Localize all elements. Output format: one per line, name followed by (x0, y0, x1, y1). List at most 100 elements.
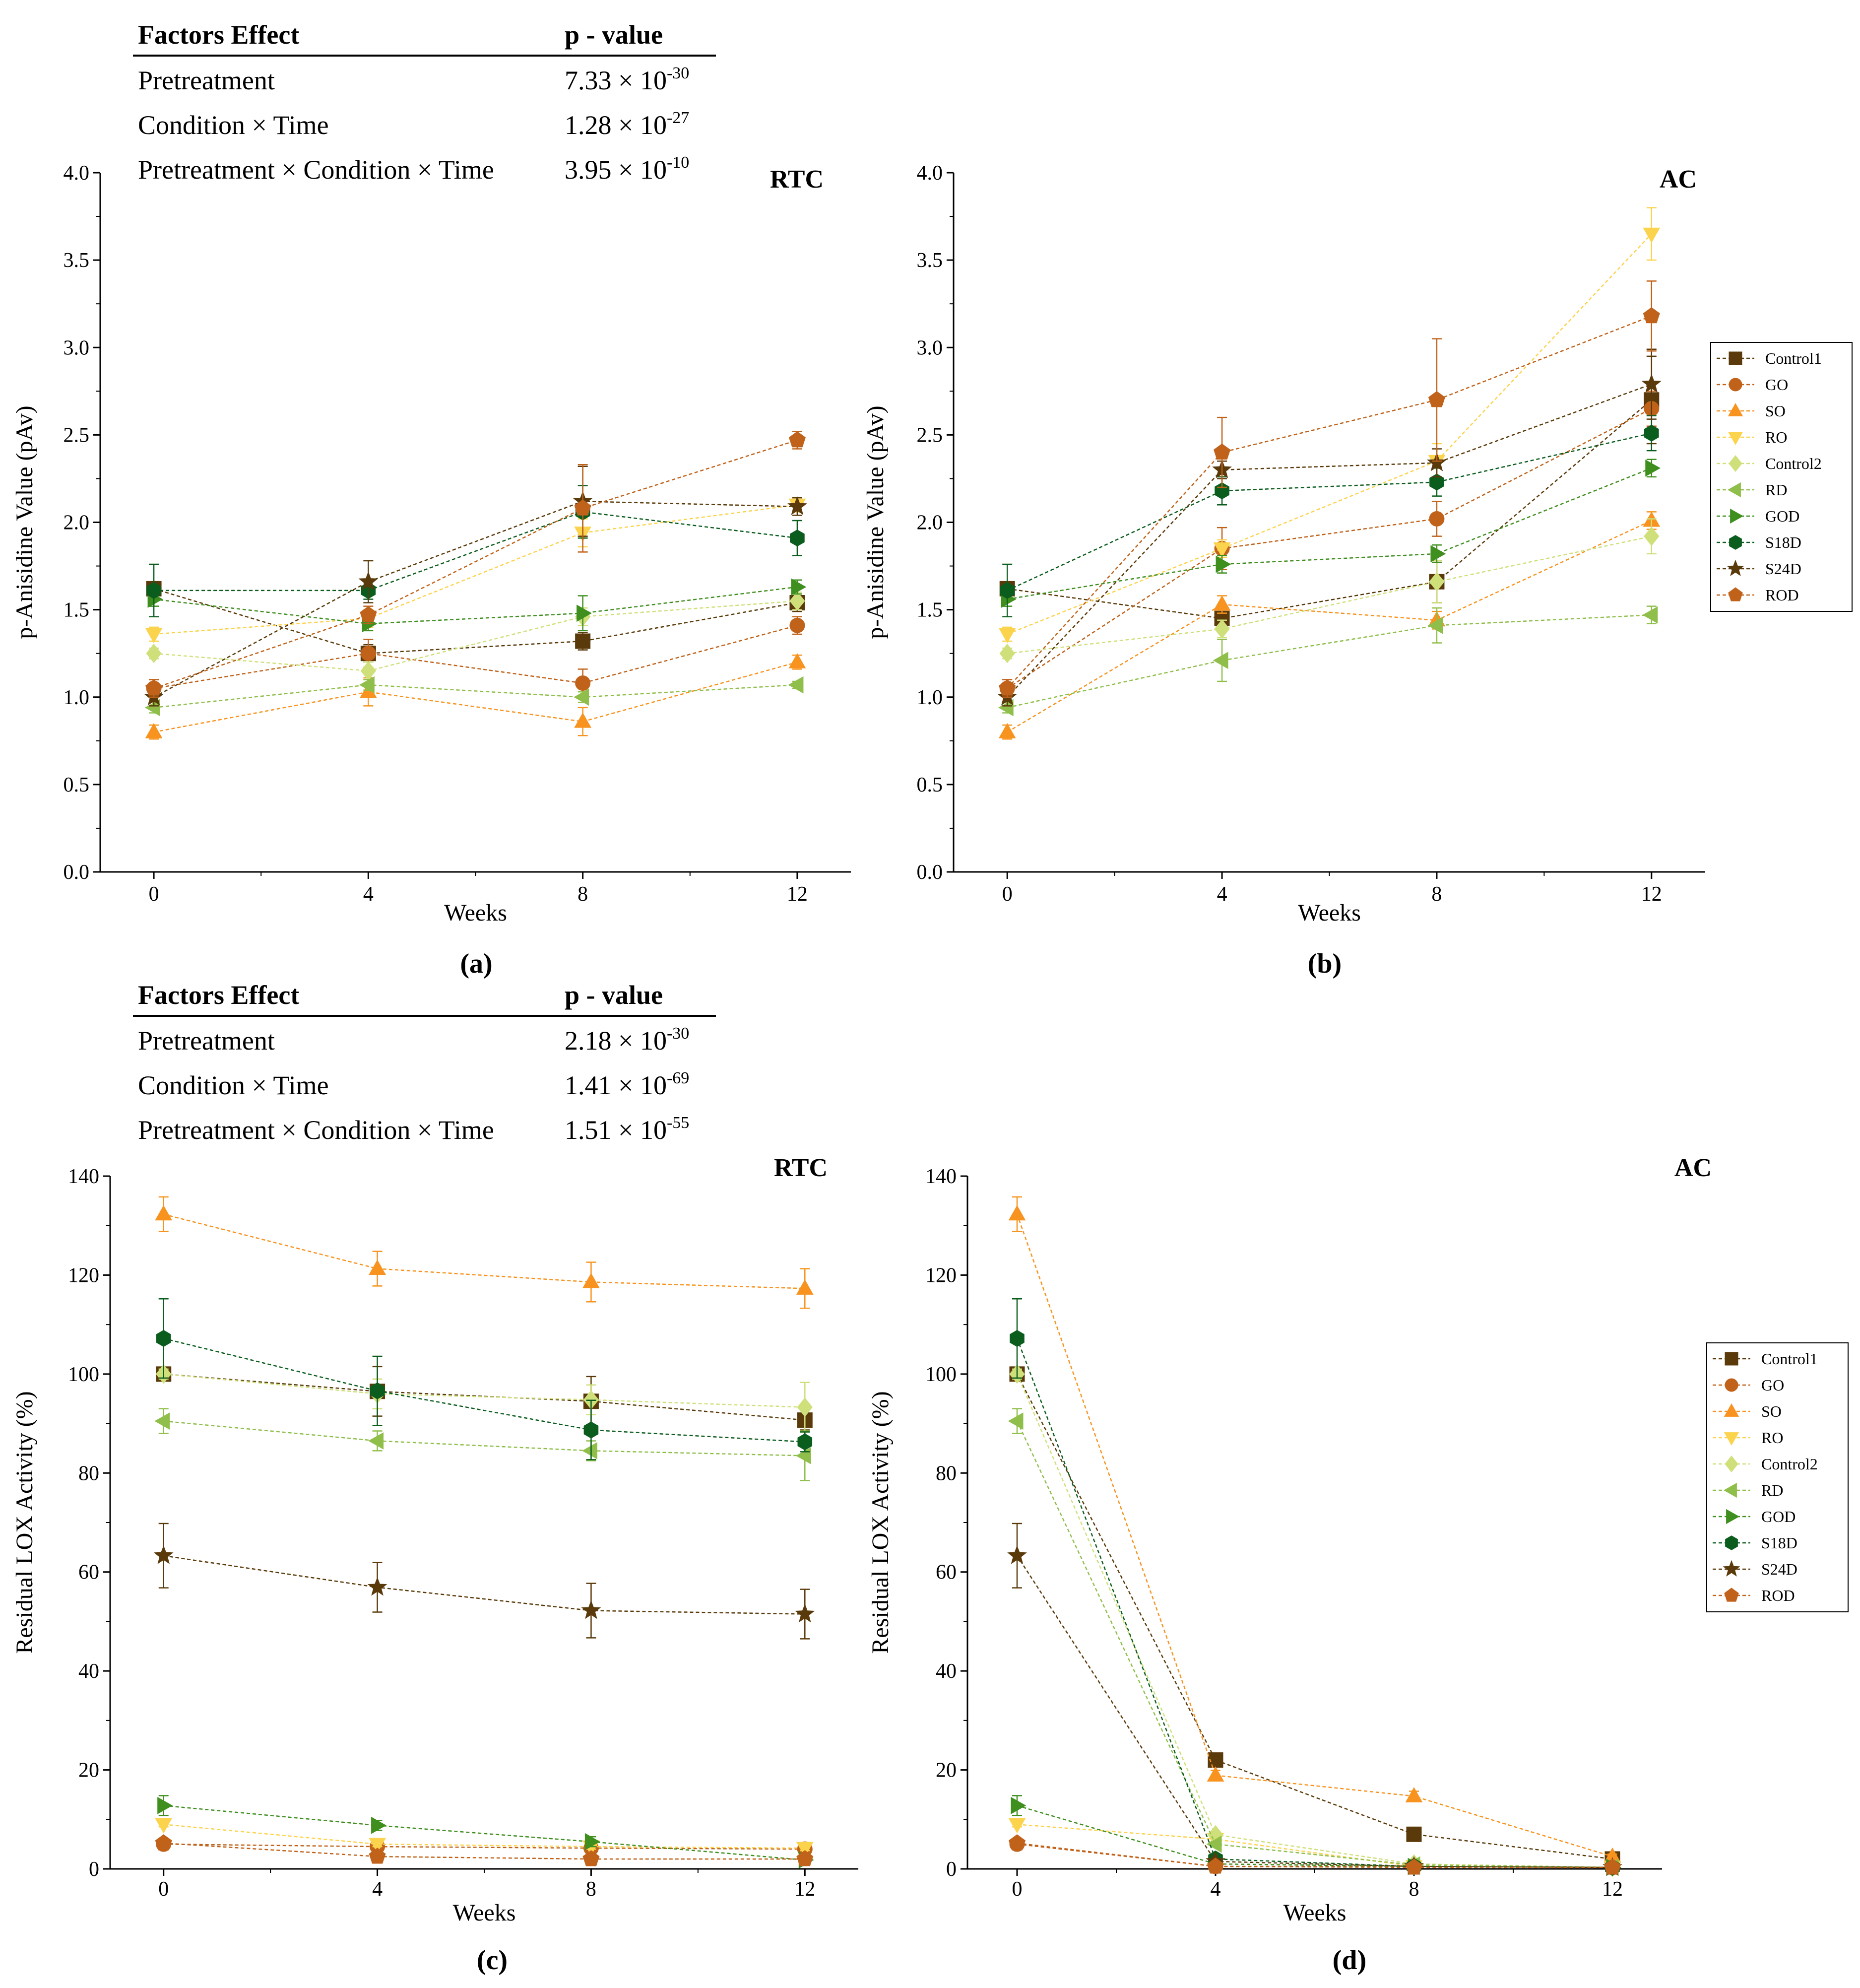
x-axis-title: Weeks (1283, 1900, 1347, 1926)
data-point (796, 1842, 814, 1857)
data-point (1429, 572, 1445, 592)
series-line (1007, 408, 1652, 689)
stat-pvalue: 1.28 × 10-27 (565, 109, 689, 140)
legend-marker (1724, 1403, 1739, 1417)
legend-item: GOD (1717, 507, 1799, 525)
data-point (1011, 1797, 1026, 1814)
series-line (1016, 1214, 1613, 1857)
series-rod (145, 431, 806, 698)
y-tick-label: 80 (78, 1462, 99, 1485)
data-point (796, 1850, 814, 1866)
series-line (153, 439, 798, 689)
legend-label: S18D (1765, 533, 1801, 551)
y-tick-label: 0 (946, 1858, 957, 1881)
x-tick-label: 8 (1409, 1878, 1419, 1901)
data-point (1010, 1329, 1025, 1347)
y-tick-label: 120 (925, 1264, 957, 1287)
y-tick-label: 4.0 (917, 162, 943, 185)
x-tick-label: 0 (158, 1878, 169, 1901)
pvalue-mantissa: 3.95 × (565, 155, 640, 185)
data-point (146, 644, 162, 663)
legend-marker (1725, 1378, 1738, 1392)
data-point (367, 1577, 387, 1596)
data-point (1405, 1787, 1423, 1802)
legend-label: GOD (1765, 507, 1799, 525)
y-tick-label: 60 (78, 1561, 99, 1584)
legend-item: ROD (1717, 586, 1799, 604)
series-line (1007, 384, 1652, 698)
series-line (163, 1805, 805, 1861)
y-tick-label: 20 (936, 1759, 957, 1782)
y-tick-label: 1.5 (917, 599, 943, 622)
x-tick-label: 0 (149, 883, 159, 906)
x-tick-label: 4 (1217, 883, 1227, 906)
panel-caption: (d) (1333, 1945, 1366, 1976)
legend-marker (1725, 1535, 1738, 1550)
y-tick-label: 60 (936, 1561, 957, 1584)
data-point (788, 431, 806, 448)
data-point (145, 679, 163, 696)
series-line (163, 1373, 805, 1421)
data-point (371, 1816, 386, 1834)
series-so (1008, 1196, 1621, 1863)
series-ro (998, 207, 1661, 644)
series-ro (145, 497, 806, 644)
chart-panel-b: 0.0 0.5 1.0 1.5 2.0 2.5 3.0 3.5 4.0 0 4 8 12 Weeks p-A… (862, 162, 1853, 979)
series-line (1017, 1805, 1613, 1868)
y-tick-label: 40 (936, 1660, 957, 1683)
x-axis-title: Weeks (1298, 900, 1361, 926)
data-point (791, 578, 807, 596)
legend-item: S18D (1717, 533, 1801, 551)
series-line (153, 625, 798, 689)
panel-condition-label: AC (1660, 165, 1697, 194)
stat-pvalue: 2.18 × 10-30 (565, 1024, 689, 1056)
data-point (1008, 1412, 1024, 1430)
legend-label: ROD (1761, 1587, 1795, 1604)
series-line (154, 511, 798, 592)
x-tick-label: 8 (577, 883, 588, 906)
data-point (1214, 619, 1230, 639)
data-point (1427, 452, 1447, 471)
data-point (1009, 1834, 1026, 1851)
legend: Control1 GO SO RO Control2 RD GOD S18D S24D ROD (1710, 342, 1853, 612)
legend-item: S24D (1717, 559, 1801, 578)
data-point (368, 1432, 384, 1450)
series-line (163, 1373, 805, 1408)
series-rod (999, 280, 1660, 698)
data-point (1643, 307, 1660, 324)
legend-marker (1724, 1432, 1739, 1446)
data-point (581, 1600, 601, 1619)
data-point (787, 496, 807, 515)
series-s24d (153, 1523, 815, 1640)
data-point (1641, 374, 1662, 393)
series-line (1017, 1842, 1612, 1868)
stat-factor: Pretreatment × Condition × Time (138, 155, 494, 185)
series-control2 (1009, 1364, 1620, 1877)
series-ro (155, 1818, 814, 1857)
data-point (795, 1603, 815, 1623)
legend-item: RO (1713, 1429, 1783, 1447)
legend-label: Control2 (1765, 455, 1822, 472)
data-point (574, 499, 591, 516)
data-point (153, 1545, 174, 1564)
y-tick-label: 100 (68, 1363, 99, 1386)
pvalue-exponent: -30 (667, 1024, 689, 1043)
legend-label: RO (1765, 428, 1787, 446)
series-go (999, 391, 1660, 698)
legend-marker (1724, 1588, 1739, 1602)
y-tick-label: 1.5 (64, 599, 90, 622)
legend-marker (1728, 587, 1743, 601)
series-so (145, 653, 806, 740)
x-tick-label: 8 (586, 1878, 596, 1901)
data-point (370, 1382, 385, 1399)
data-point (369, 1838, 386, 1854)
chart-panel-c: 0 20 40 60 80 100 120 140 0 4 8 12 Weeks Residual LOX… (11, 1154, 858, 1976)
legend-marker (1728, 403, 1743, 416)
data-point (574, 688, 589, 706)
stat-factor: Pretreatment × Condition × Time (138, 1115, 494, 1145)
y-tick-label: 3.0 (64, 336, 90, 359)
series-line (1007, 233, 1652, 635)
legend-item: GO (1713, 1376, 1784, 1394)
panel-condition-label: RTC (774, 1154, 828, 1182)
